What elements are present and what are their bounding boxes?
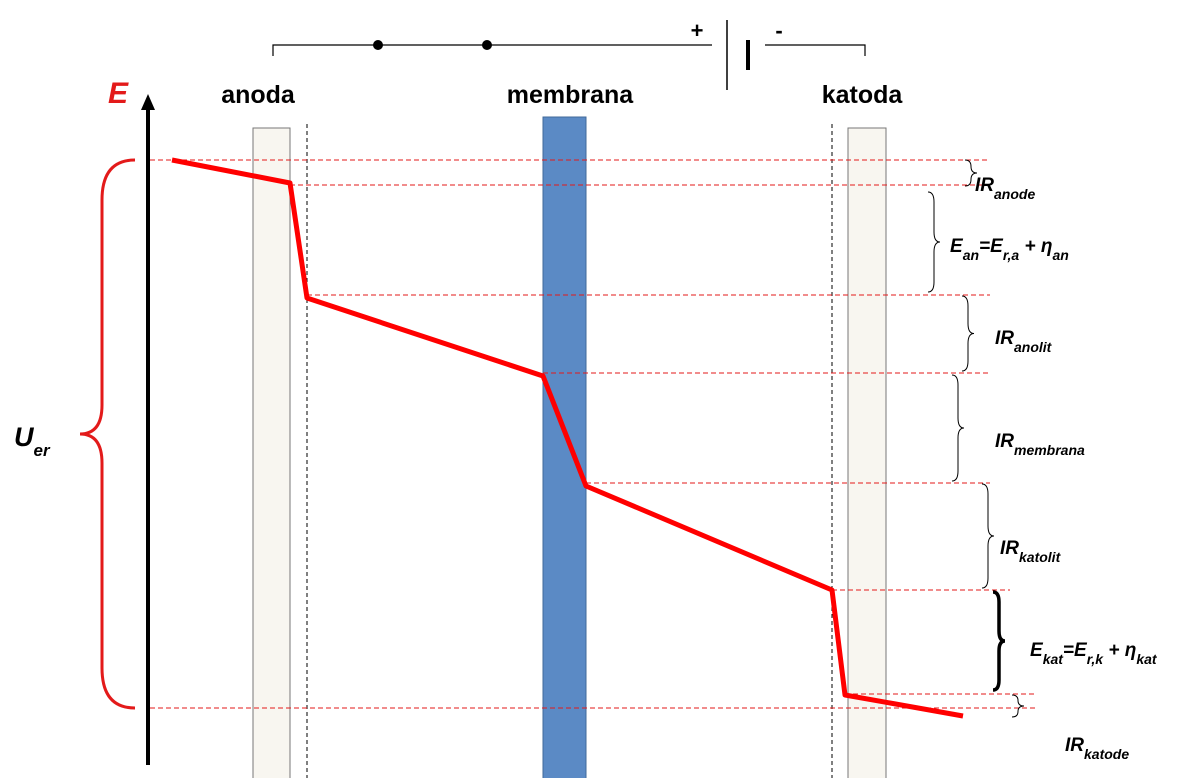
- label-sub: katode: [1084, 746, 1129, 762]
- label-sub: anolit: [1014, 339, 1053, 355]
- label-base: IR: [1000, 538, 1019, 559]
- label-base: IR: [995, 431, 1014, 452]
- level-label: IRmembrana: [995, 431, 1085, 458]
- label-base: IR: [975, 175, 994, 196]
- label-base: U: [14, 422, 35, 452]
- level-brace: [951, 374, 965, 482]
- level-label: Ekat=Er,k + ηkat: [1030, 640, 1158, 667]
- axis-arrow: [141, 94, 155, 110]
- label-base: E: [950, 236, 964, 257]
- label-sub: membrana: [1014, 442, 1085, 458]
- label-sub: kat: [1136, 651, 1158, 667]
- level-brace: [964, 159, 978, 187]
- anode-label: anoda: [221, 81, 296, 109]
- battery-plus: +: [691, 18, 704, 43]
- label-sub: anode: [994, 186, 1035, 202]
- label-sub: an: [963, 247, 979, 263]
- battery-minus: -: [775, 18, 782, 43]
- label-sub: r,a: [1003, 247, 1020, 263]
- total-brace: [79, 158, 136, 710]
- label-base: IR: [1065, 735, 1084, 756]
- level-brace: [992, 590, 1006, 692]
- level-label: IRkatode: [1065, 735, 1129, 762]
- circuit: [272, 20, 866, 90]
- level-brace: [961, 295, 975, 372]
- braces: [927, 159, 1025, 718]
- label-base: E: [1030, 640, 1044, 661]
- cathode: [847, 127, 887, 778]
- label-sub: r,k: [1087, 651, 1105, 667]
- label-sub: er: [34, 441, 51, 460]
- axis-label: E: [108, 77, 129, 110]
- membrane-label: membrana: [507, 81, 635, 109]
- cathode-label: katoda: [822, 81, 904, 109]
- anode: [252, 127, 291, 778]
- label-base: IR: [995, 328, 1014, 349]
- potential-profile: [171, 157, 964, 719]
- level-brace: [981, 483, 995, 589]
- level-brace: [1011, 694, 1025, 718]
- label-base: + η: [1103, 640, 1136, 661]
- membrane: [542, 116, 587, 778]
- level-label: IRanode: [975, 175, 1035, 202]
- label-base: =E: [1063, 640, 1088, 661]
- level-brace: [927, 191, 941, 293]
- label-base: =E: [979, 236, 1004, 257]
- level-label: IRkatolit: [1000, 538, 1062, 565]
- levels: [150, 159, 1035, 709]
- label-sub: kat: [1043, 651, 1065, 667]
- level-label: Ean=Er,a + ηan: [950, 236, 1069, 263]
- label-base: + η: [1019, 236, 1052, 257]
- label-sub: an: [1052, 247, 1068, 263]
- total-voltage-label: Uer: [14, 422, 51, 460]
- level-label: IRanolit: [995, 328, 1053, 355]
- label-sub: katolit: [1019, 549, 1062, 565]
